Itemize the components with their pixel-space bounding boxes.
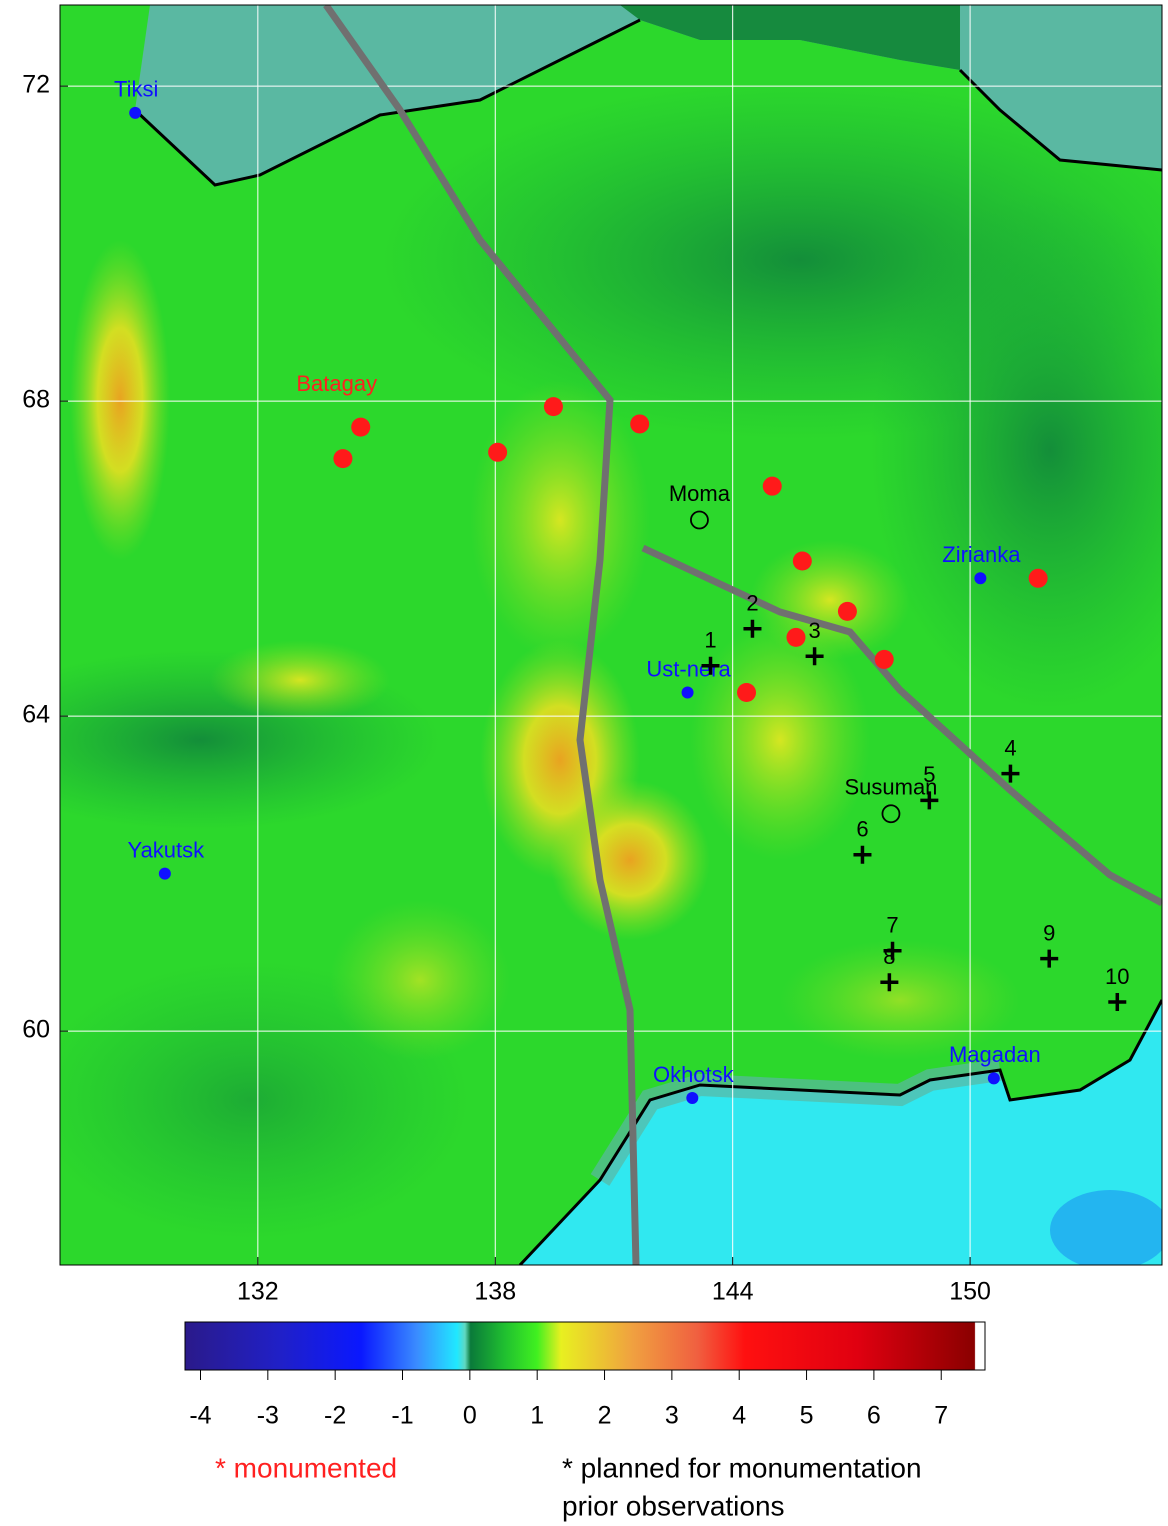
- terrain: [60, 5, 1162, 1265]
- site-number: 4: [1004, 735, 1016, 760]
- settlement-label: Susuman: [844, 775, 937, 800]
- monumented-site: [1028, 568, 1048, 588]
- planned-site: [1108, 992, 1127, 1011]
- site-number: 10: [1105, 964, 1129, 989]
- colorbar: [184, 1321, 986, 1371]
- colorbar-tick-label: -1: [391, 1402, 413, 1430]
- colorbar-tick-label: 0: [463, 1402, 477, 1430]
- city-dot: [974, 572, 987, 585]
- city-label: Yakutsk: [128, 837, 206, 862]
- planned-site: [920, 791, 939, 810]
- monumented-site: [837, 601, 857, 621]
- site-number: 1: [704, 628, 716, 653]
- colorbar-tick-label: -2: [324, 1402, 346, 1430]
- city-dot: [129, 106, 142, 119]
- colorbar-tick-label: 6: [867, 1402, 881, 1430]
- city-dot: [158, 867, 171, 880]
- lat-tick-label: 68: [22, 386, 50, 414]
- site-number: 8: [883, 944, 895, 969]
- site-number: 5: [923, 762, 935, 787]
- colorbar-tick-label: 1: [530, 1402, 544, 1430]
- planned-site: [701, 656, 720, 675]
- lon-tick-label: 144: [712, 1278, 754, 1306]
- settlement-circle: [690, 510, 709, 530]
- graticule: [60, 5, 1162, 1265]
- settlement-label: Moma: [669, 481, 731, 506]
- colorbar-tick-label: 4: [732, 1402, 746, 1430]
- city-label: Ust-nera: [646, 656, 731, 681]
- colorbar-tick-label: -3: [257, 1402, 279, 1430]
- planned-site: [743, 619, 762, 638]
- fault-line: [323, 5, 640, 1265]
- monumented-site: [786, 627, 806, 647]
- settlement-circle: [881, 804, 901, 824]
- city-dot: [686, 1092, 699, 1105]
- colorbar-tick-label: -4: [189, 1402, 211, 1430]
- city-dot: [987, 1072, 1000, 1085]
- monumented-site: [737, 682, 757, 702]
- planned-site: [805, 647, 824, 666]
- planned-site: [883, 941, 902, 960]
- lat-tick-label: 64: [22, 701, 50, 729]
- colorbar-tick-label: 2: [598, 1402, 612, 1430]
- legend-planned: * planned for monumentation: [562, 1452, 922, 1483]
- monumented-site: [762, 476, 782, 496]
- site-number: 9: [1043, 920, 1055, 945]
- monumented-site: [792, 551, 812, 571]
- monumented-site: [488, 442, 508, 462]
- planned-site: [1001, 764, 1020, 783]
- site-label: Batagay: [296, 371, 377, 396]
- lat-tick-label: 60: [22, 1016, 50, 1044]
- site-number: 2: [746, 591, 758, 616]
- lon-tick-label: 132: [237, 1278, 279, 1306]
- monumented-site: [630, 414, 650, 434]
- monumented-site: [333, 449, 353, 469]
- lon-tick-label: 150: [949, 1278, 991, 1306]
- planned-site: [1040, 949, 1059, 968]
- city-label: Magadan: [949, 1042, 1041, 1067]
- lat-tick-label: 72: [22, 71, 50, 99]
- colorbar-tick-label: 7: [934, 1402, 948, 1430]
- city-label: Zirianka: [942, 542, 1021, 567]
- city-dot: [681, 686, 694, 699]
- planned-site: [853, 845, 872, 864]
- map-marks: Batagay Tiksi Yakutsk Ust-nera Zirianka Okhot…: [114, 77, 1130, 1105]
- site-number: 7: [886, 913, 898, 938]
- monumented-site: [351, 417, 371, 437]
- site-number: 3: [808, 618, 820, 643]
- fault-line: [641, 544, 1162, 907]
- legend-prior: prior observations: [562, 1490, 785, 1521]
- lon-tick-label: 138: [474, 1278, 516, 1306]
- colorbar-ticks: -4 -3 -2 -1 0 1 2 3 4 5 6 7: [189, 1370, 948, 1430]
- city-label: Tiksi: [114, 77, 158, 102]
- monumented-site: [874, 649, 894, 669]
- colorbar-tick-label: 5: [800, 1402, 814, 1430]
- site-number: 6: [856, 817, 868, 842]
- monumented-site: [543, 397, 563, 417]
- colorbar-tick-label: 3: [665, 1402, 679, 1430]
- map-frame: [59, 4, 1163, 1266]
- planned-site: [880, 973, 899, 992]
- legend-monumented: * monumented: [215, 1452, 397, 1483]
- city-label: Okhotsk: [653, 1062, 735, 1087]
